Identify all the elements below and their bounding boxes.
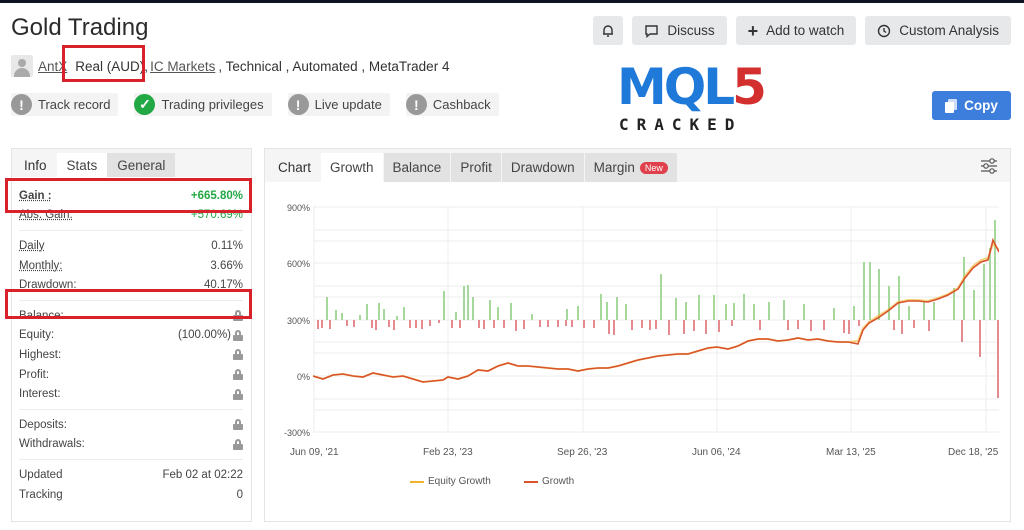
tab-profit[interactable]: Profit bbox=[451, 153, 501, 182]
tab-info[interactable]: Info bbox=[24, 157, 47, 173]
tab-margin[interactable]: Margin New bbox=[584, 153, 677, 182]
signal-tags: , Technical , Automated , MetaTrader 4 bbox=[218, 58, 450, 74]
stat-equity: Equity: (100.00%) bbox=[19, 326, 243, 346]
chart-label: Chart bbox=[278, 160, 312, 175]
highlight-account-type bbox=[62, 45, 145, 82]
comment-icon bbox=[645, 24, 659, 38]
highlight-drawdown bbox=[5, 289, 252, 319]
lock-icon bbox=[233, 388, 243, 400]
badge-live-update[interactable]: ! Live update bbox=[287, 93, 390, 116]
warning-icon: ! bbox=[287, 94, 309, 115]
x-tick: Feb 23, '23 bbox=[423, 447, 473, 458]
badge-cashback[interactable]: ! Cashback bbox=[405, 93, 499, 116]
chart-tabs: Chart Growth Balance Profit Drawdown Mar… bbox=[265, 149, 1010, 182]
stat-tracking: Tracking 0 bbox=[19, 488, 243, 501]
tab-drawdown[interactable]: Drawdown bbox=[501, 153, 584, 182]
lock-icon bbox=[233, 349, 243, 361]
badge-trading-privileges[interactable]: ✓ Trading privileges bbox=[134, 93, 272, 116]
status-badges: ! Track record ✓ Trading privileges ! Live … bbox=[11, 93, 499, 116]
stat-daily: Daily 0.11% bbox=[19, 239, 243, 252]
y-tick: 0% bbox=[296, 372, 310, 382]
settings-sliders-icon[interactable] bbox=[980, 157, 998, 175]
notify-button[interactable] bbox=[593, 16, 624, 45]
stat-interest: Interest: bbox=[19, 384, 243, 404]
clock-icon bbox=[878, 24, 891, 37]
lock-icon bbox=[233, 329, 243, 341]
new-badge: New bbox=[639, 161, 668, 174]
stat-drawdown: Drawdown: 40.17% bbox=[19, 279, 243, 292]
x-tick: Jun 06, '24 bbox=[692, 447, 741, 458]
account-type: Real (AUD) bbox=[75, 58, 145, 74]
x-tick: Dec 18, '25 bbox=[948, 447, 999, 458]
chart-panel: Chart Growth Balance Profit Drawdown Mar… bbox=[264, 148, 1011, 522]
lock-icon bbox=[233, 438, 243, 450]
legend-equity-growth[interactable]: Equity Growth bbox=[410, 476, 491, 487]
copy-button[interactable]: Copy bbox=[932, 91, 1011, 120]
x-tick: Jun 09, '21 bbox=[290, 447, 339, 458]
signal-meta: AntX Real (AUD) , IC Markets , Technical… bbox=[11, 54, 449, 78]
plus-icon: + bbox=[747, 20, 759, 41]
tab-growth[interactable]: Growth bbox=[321, 153, 383, 182]
custom-analysis-button[interactable]: Custom Analysis bbox=[865, 16, 1011, 45]
y-tick: 900% bbox=[286, 203, 310, 213]
legend-swatch-icon bbox=[410, 480, 424, 483]
stats-tabs: Info Stats General bbox=[12, 149, 251, 177]
copy-icon bbox=[945, 98, 958, 113]
tab-general[interactable]: General bbox=[107, 153, 176, 177]
stat-profit: Profit: bbox=[19, 365, 243, 385]
check-icon: ✓ bbox=[134, 94, 156, 115]
action-buttons: Discuss + Add to watch Custom Analysis bbox=[593, 16, 1011, 45]
stat-gain: Gain : +665.80% bbox=[19, 189, 243, 202]
stat-withdrawals: Withdrawals: bbox=[19, 435, 243, 455]
author-link[interactable]: AntX bbox=[38, 58, 68, 74]
legend-growth[interactable]: Growth bbox=[524, 476, 574, 487]
lock-icon bbox=[233, 419, 243, 431]
add-to-watch-button[interactable]: + Add to watch bbox=[735, 16, 857, 45]
mql5-cracked-logo: MQL5 CRACKED bbox=[617, 58, 767, 134]
bell-icon bbox=[603, 24, 614, 37]
highlight-gain bbox=[5, 178, 252, 213]
badge-track-record[interactable]: ! Track record bbox=[11, 93, 119, 116]
broker-link[interactable]: IC Markets bbox=[150, 58, 216, 74]
warning-icon: ! bbox=[11, 94, 32, 115]
tab-balance[interactable]: Balance bbox=[383, 153, 451, 182]
y-tick: 300% bbox=[286, 316, 310, 326]
tab-stats[interactable]: Stats bbox=[56, 153, 108, 177]
growth-chart[interactable] bbox=[313, 206, 999, 434]
stat-deposits: Deposits: bbox=[19, 415, 243, 435]
y-tick: 600% bbox=[286, 259, 310, 269]
lock-icon bbox=[233, 369, 243, 381]
legend-swatch-icon bbox=[524, 480, 538, 483]
stat-monthly: Monthly: 3.66% bbox=[19, 259, 243, 272]
x-tick: Mar 13, '25 bbox=[826, 447, 876, 458]
top-banner-strip bbox=[0, 0, 1024, 3]
x-tick: Sep 26, '23 bbox=[557, 447, 608, 458]
discuss-button[interactable]: Discuss bbox=[632, 16, 727, 45]
stat-updated: Updated Feb 02 at 02:22 bbox=[19, 468, 243, 481]
page-title: Gold Trading bbox=[11, 14, 149, 41]
avatar-icon bbox=[11, 55, 33, 77]
warning-icon: ! bbox=[405, 94, 427, 115]
y-tick: -300% bbox=[283, 428, 310, 438]
stat-highest: Highest: bbox=[19, 345, 243, 365]
